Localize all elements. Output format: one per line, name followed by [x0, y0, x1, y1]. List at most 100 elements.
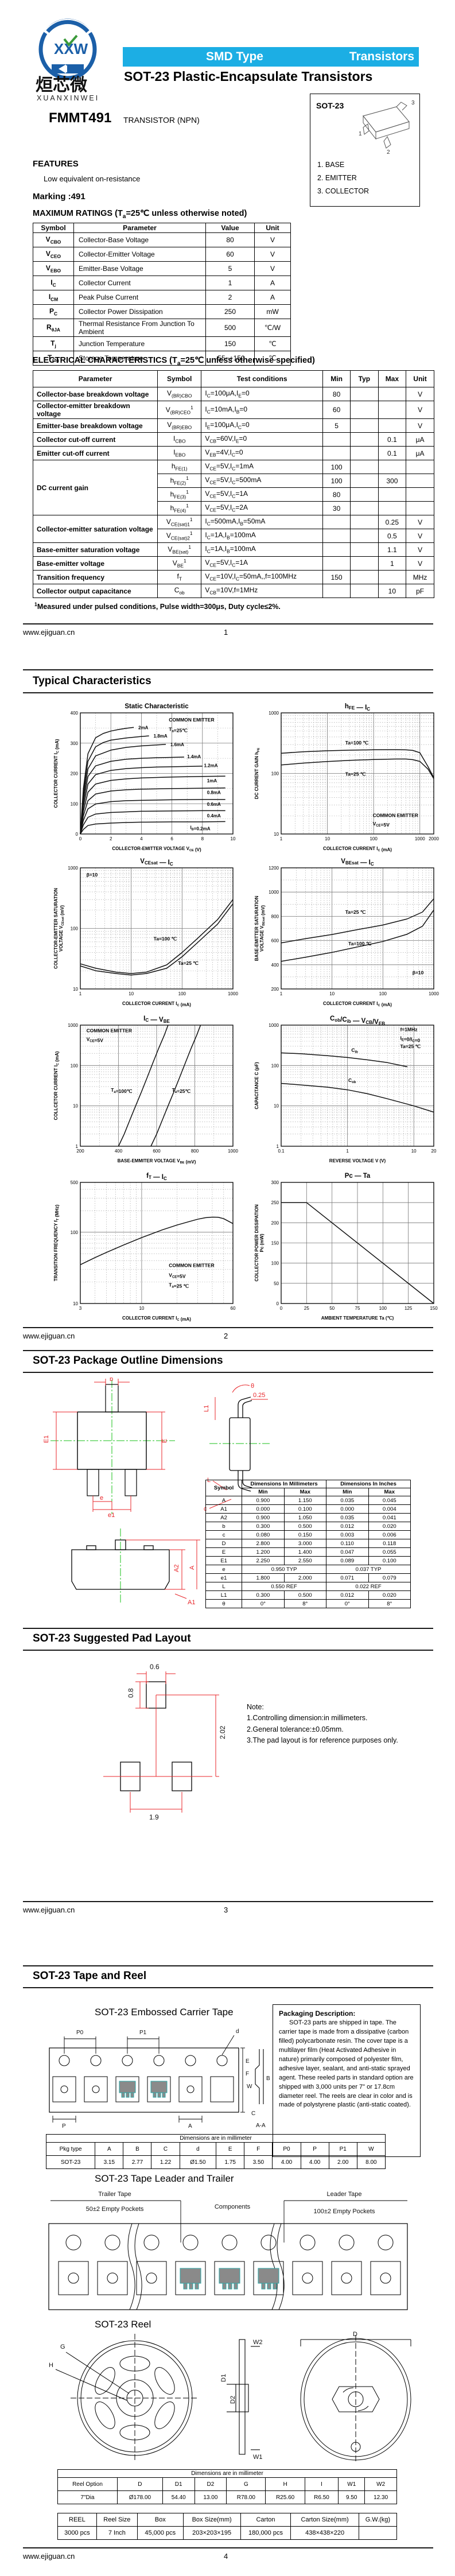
svg-text:Ta=25 ℃: Ta=25 ℃ — [345, 771, 366, 777]
value-cell: 0.041 — [368, 1513, 411, 1522]
pad-layout-heading: SOT-23 Suggested Pad Layout — [33, 1632, 191, 1644]
footer-page-1: 1 — [224, 628, 228, 637]
svg-text:100: 100 — [71, 926, 79, 932]
value-cell: 203×203×195 — [182, 2526, 241, 2540]
value-cell: 1.050 — [283, 1513, 327, 1522]
unit-cell: μA — [406, 446, 434, 460]
value-cell: 0.037 TYP — [326, 1565, 411, 1574]
svg-text:25: 25 — [304, 1306, 309, 1311]
table-row: hFE(3)1 VCE=5V,IC=1A 80 — [33, 487, 434, 502]
note-line: 1.Controlling dimension:in millimeters. — [247, 1714, 368, 1722]
svg-text:Pc — Ta: Pc — Ta — [345, 1173, 371, 1180]
reel-drawing: G H D1 D2 W2 W1 D — [49, 2331, 411, 2464]
min-cell: 30 — [322, 501, 351, 515]
value-cell — [358, 2526, 398, 2540]
max-cell — [378, 401, 407, 419]
cond-cell: IE=100μA,IC=0 — [201, 418, 323, 433]
cond-cell: IC=1A,IB=100mA — [201, 542, 323, 557]
svg-text:COLLECTOR POWER DISSIPATION: COLLECTOR POWER DISSIPATION — [254, 1204, 259, 1281]
cond-cell: VCE=5V,IC=1mA — [201, 460, 323, 474]
chart-vbesat-ic: 1 10 100 1000 200 400 600 800 1000 1200 Ta=25 ℃ Ta=… — [252, 856, 442, 1008]
cond-cell: IC=500mA,IB=50mA — [201, 515, 323, 529]
svg-text:COLLECTOR CURRENT IC (mA): COLLECTOR CURRENT IC (mA) — [323, 846, 392, 852]
svg-text:0.8: 0.8 — [127, 1688, 135, 1698]
svg-text:0: 0 — [79, 836, 82, 841]
header-banner: SMD Type Transistors — [123, 47, 419, 67]
symbol-cell: Tstg — [33, 351, 74, 366]
value-cell: R6.50 — [304, 2490, 339, 2504]
svg-text:800: 800 — [271, 914, 279, 919]
value-cell: 4.00 — [272, 2155, 301, 2169]
value-cell: 9.50 — [338, 2490, 365, 2504]
unit-cell: V — [406, 401, 434, 419]
svg-text:β=10: β=10 — [413, 970, 424, 976]
footer-rule-3 — [23, 1901, 433, 1902]
value-cell: 0.047 — [326, 1547, 369, 1557]
svg-text:AMBIENT TEMPERATURE Ta (℃): AMBIENT TEMPERATURE Ta (℃) — [321, 1316, 394, 1321]
pin-2-label: 2. EMITTER — [317, 174, 357, 183]
col-header: C — [151, 2142, 180, 2156]
svg-text:10: 10 — [325, 836, 330, 841]
value-cell: 0.055 — [368, 1547, 411, 1557]
cond-cell: IC=10mA,IB=0 — [201, 401, 323, 419]
col-header: Unit — [406, 370, 434, 387]
symbol-cell: V(BR)CBO — [157, 387, 202, 401]
param-cell: Collector output capacitance — [32, 584, 158, 598]
value-cell: 0.000 — [326, 1504, 369, 1514]
svg-text:Cob: Cob — [348, 1077, 356, 1084]
value-cell: 0.003 — [326, 1530, 369, 1539]
max-cell: 300 — [378, 474, 407, 488]
table-row: VCE(sat)21 IC=1A,IB=100mA 0.5 V — [33, 529, 434, 543]
footer-site-1: www.ejiguan.cn — [23, 628, 75, 637]
section-rule — [23, 1628, 433, 1629]
symbol-cell: VCE(sat)11 — [157, 515, 202, 529]
value-cell: 150 — [205, 336, 255, 351]
col-header: W — [356, 2142, 386, 2156]
value-cell: 2.77 — [123, 2155, 152, 2169]
elec-table: Parameter Symbol Test conditions Min Typ Max U… — [32, 370, 434, 598]
typical-heading: Typical Characteristics — [33, 675, 151, 687]
value-cell: 0.071 — [326, 1573, 369, 1582]
svg-text:10: 10 — [274, 1104, 279, 1109]
note-line: 2.General tolerance:±0.05mm. — [247, 1725, 344, 1733]
unit-cell: mW — [254, 304, 291, 319]
svg-text:W1: W1 — [253, 2454, 263, 2461]
svg-text:250: 250 — [271, 1200, 279, 1205]
svg-text:100: 100 — [71, 801, 79, 806]
min-cell — [322, 584, 351, 598]
cond-cell: VCE=10V,IC=50mA,,f=100MHz — [201, 570, 323, 584]
svg-text:300: 300 — [271, 1180, 279, 1185]
symbol-cell: ICBO — [157, 432, 202, 447]
table-row: E1 2.250 2.550 0.089 0.100 — [205, 1556, 411, 1565]
typ-cell — [350, 584, 379, 598]
svg-text:DC CURRENT GAIN hFE: DC CURRENT GAIN hFE — [254, 748, 260, 800]
svg-text:1.2mA: 1.2mA — [204, 763, 217, 768]
value-cell: 3.50 — [244, 2155, 273, 2169]
col-header: A — [95, 2142, 124, 2156]
param-cell: Emitter cut-off current — [32, 446, 158, 460]
value-cell: 13.00 — [194, 2490, 227, 2504]
symbol-cell: VCE(sat)21 — [157, 529, 202, 543]
table-row: e1 1.800 2.000 0.071 0.079 — [205, 1573, 411, 1582]
svg-text:P: P — [62, 2123, 66, 2129]
max-cell: 1 — [378, 556, 407, 571]
table-row: Dimensions are in millimeter — [57, 2469, 397, 2478]
typ-cell — [350, 474, 379, 488]
col-header: Reel Size — [96, 2513, 138, 2527]
col-header: W2 — [364, 2477, 397, 2491]
svg-text:Cib: Cib — [351, 1047, 358, 1054]
value-cell: 0.022 REF — [326, 1582, 411, 1591]
svg-text:10: 10 — [129, 991, 134, 996]
table-row: Reel Option D D1 D2 G H I W1 W2 — [57, 2477, 397, 2491]
max-cell: 0.25 — [378, 515, 407, 529]
svg-text:400: 400 — [71, 711, 79, 716]
unit-cell: V — [254, 232, 291, 247]
section-rule — [23, 692, 433, 693]
max-ratings-heading: MAXIMUM RATINGS (Ta=25℃ unless otherwise… — [33, 209, 247, 220]
col-header: D — [116, 2477, 163, 2491]
col-header: P0 — [272, 2142, 301, 2156]
outline-front-view: b E1 E e e1 — [43, 1378, 175, 1519]
elec-table-wrap: Parameter Symbol Test conditions Min Typ Max U… — [32, 370, 434, 598]
